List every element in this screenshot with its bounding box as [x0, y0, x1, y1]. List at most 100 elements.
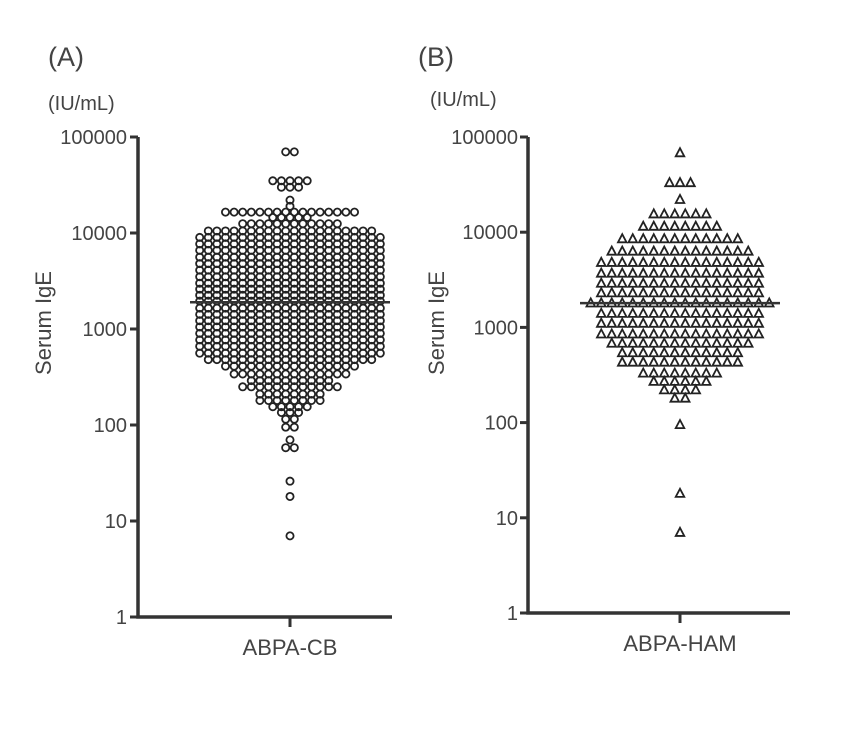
- data-point: [700, 244, 713, 256]
- data-point: [689, 383, 702, 395]
- data-point: [220, 284, 230, 294]
- data-point: [647, 286, 660, 298]
- data-point: [324, 207, 334, 217]
- data-point: [679, 244, 692, 256]
- data-point: [220, 361, 230, 371]
- data-point: [679, 316, 692, 328]
- panel-b-label: (B): [418, 42, 454, 72]
- data-point: [626, 232, 639, 244]
- data-point: [315, 395, 325, 405]
- data-point: [281, 219, 291, 229]
- data-point: [341, 290, 351, 300]
- data-point: [263, 303, 273, 313]
- data-point: [315, 207, 325, 217]
- data-point: [220, 207, 230, 217]
- data-point: [289, 290, 299, 300]
- data-point: [647, 244, 660, 256]
- data-point: [752, 276, 765, 288]
- data-point: [616, 327, 629, 339]
- data-point: [324, 303, 334, 313]
- data-point: [626, 316, 639, 328]
- data-point: [731, 346, 744, 358]
- data-point: [626, 255, 639, 267]
- data-point: [679, 232, 692, 244]
- data-point: [298, 278, 308, 288]
- data-point: [731, 316, 744, 328]
- data-point: [595, 276, 608, 288]
- data-point: [332, 207, 342, 217]
- data-point: [272, 303, 282, 313]
- data-point: [700, 306, 713, 318]
- data-point: [238, 278, 248, 288]
- data-point: [752, 255, 765, 267]
- data-point: [298, 284, 308, 294]
- data-point: [742, 286, 755, 298]
- data-point: [674, 192, 686, 204]
- data-point: [285, 402, 295, 412]
- data-point: [203, 303, 213, 313]
- data-point: [637, 219, 650, 231]
- data-point: [689, 219, 702, 231]
- data-point: [679, 207, 692, 219]
- data-point: [689, 336, 702, 348]
- data-point: [637, 316, 650, 328]
- data-point: [294, 407, 304, 417]
- data-point: [689, 207, 702, 219]
- data-point: [626, 286, 639, 298]
- data-point: [700, 316, 713, 328]
- data-point: [281, 207, 291, 217]
- data-point: [195, 316, 205, 326]
- y-tick-label: 1: [507, 603, 518, 625]
- data-point: [263, 395, 273, 405]
- data-point: [752, 327, 765, 339]
- data-point: [358, 284, 368, 294]
- data-point: [626, 266, 639, 278]
- data-point: [263, 278, 273, 288]
- data-point: [367, 284, 377, 294]
- data-point: [341, 303, 351, 313]
- data-point: [281, 395, 291, 405]
- data-point: [742, 336, 755, 348]
- data-point: [668, 219, 681, 231]
- data-point: [306, 290, 316, 300]
- data-point: [306, 376, 316, 386]
- data-point: [658, 383, 671, 395]
- data-point: [341, 284, 351, 294]
- data-point: [710, 232, 723, 244]
- data-point: [298, 290, 308, 300]
- data-point: [700, 336, 713, 348]
- panel-b-category-label: ABPA-HAM: [623, 631, 736, 656]
- data-point: [195, 284, 205, 294]
- data-point: [332, 290, 342, 300]
- data-point: [731, 244, 744, 256]
- data-point: [285, 491, 295, 501]
- data-point: [595, 255, 608, 267]
- data-point: [289, 219, 299, 229]
- data-point: [616, 316, 629, 328]
- data-point: [595, 316, 608, 328]
- data-point: [349, 316, 359, 326]
- data-point: [679, 266, 692, 278]
- data-point: [358, 316, 368, 326]
- data-point: [332, 303, 342, 313]
- data-point: [700, 276, 713, 288]
- data-point: [595, 306, 608, 318]
- data-point: [616, 255, 629, 267]
- data-point: [616, 266, 629, 278]
- data-point: [281, 376, 291, 386]
- data-point: [302, 176, 312, 186]
- data-point: [721, 346, 734, 358]
- data-point: [668, 286, 681, 298]
- data-point: [668, 232, 681, 244]
- data-point: [689, 355, 702, 367]
- data-point: [341, 207, 351, 217]
- data-point: [663, 176, 676, 188]
- data-point: [255, 278, 265, 288]
- data-point: [731, 255, 744, 267]
- data-point: [315, 284, 325, 294]
- data-point: [616, 336, 629, 348]
- data-point: [605, 336, 618, 348]
- data-point: [212, 303, 222, 313]
- data-point: [349, 207, 359, 217]
- data-point: [626, 336, 639, 348]
